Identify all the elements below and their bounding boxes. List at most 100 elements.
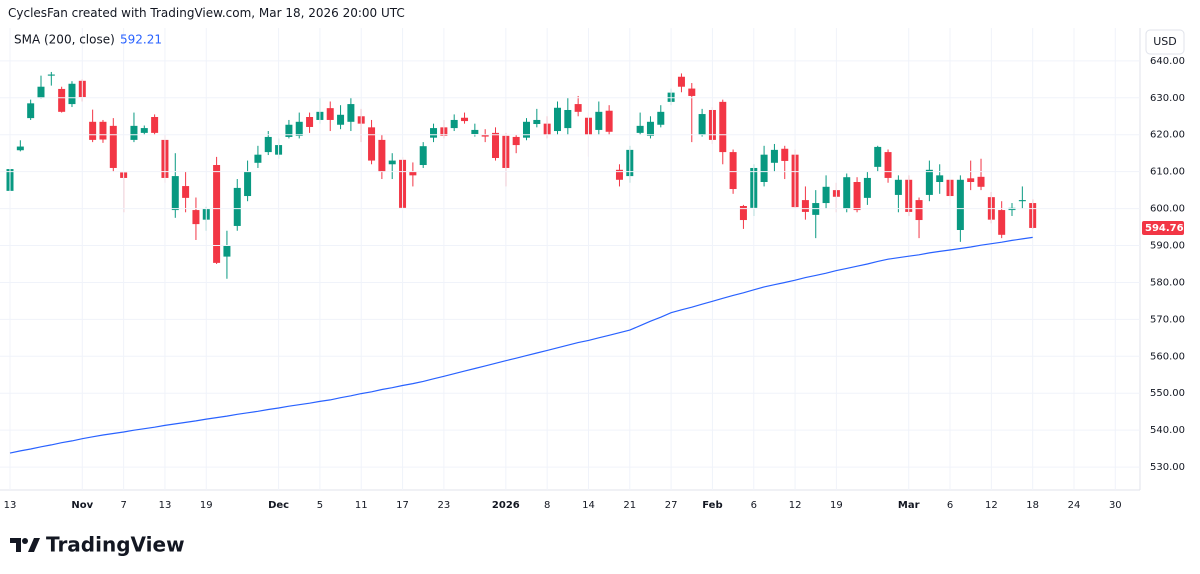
candle-body xyxy=(977,176,985,187)
candle-body xyxy=(502,135,510,168)
y-tick-label: 590.00 xyxy=(1150,241,1185,252)
candle-body xyxy=(326,108,334,120)
candle-body xyxy=(729,152,737,190)
candle-body xyxy=(853,182,861,211)
candle-body xyxy=(905,179,913,212)
candle-body xyxy=(347,104,355,122)
candle-body xyxy=(564,109,572,129)
x-tick-label: Dec xyxy=(268,500,289,511)
candle-body xyxy=(698,114,706,135)
candle-body xyxy=(378,139,386,172)
x-tick-label: 21 xyxy=(623,500,636,511)
x-tick-label: 17 xyxy=(396,500,409,511)
candle-body xyxy=(936,175,944,182)
last-price-box xyxy=(1142,220,1184,235)
x-tick-label: 19 xyxy=(830,500,843,511)
x-tick-label: 13 xyxy=(159,500,172,511)
candle-body xyxy=(801,200,809,212)
candle-body xyxy=(182,186,190,198)
candle-body xyxy=(47,74,55,76)
candle-body xyxy=(6,169,14,191)
candle-body xyxy=(109,125,117,168)
candle-body xyxy=(1008,207,1016,211)
candle-body xyxy=(16,146,24,151)
y-tick-label: 630.00 xyxy=(1150,93,1185,104)
y-tick-label: 550.00 xyxy=(1150,388,1185,399)
x-tick-label: 23 xyxy=(437,500,450,511)
candle-body xyxy=(667,92,675,102)
x-tick-label: 19 xyxy=(200,500,213,511)
candle-body xyxy=(254,154,262,163)
legend-value: 592.21 xyxy=(120,33,162,47)
candle-body xyxy=(202,208,210,220)
logo-text: TradingView xyxy=(46,533,185,557)
candle-body xyxy=(884,152,892,178)
candle-body xyxy=(58,88,66,112)
candle-body xyxy=(863,177,871,198)
candle-body xyxy=(915,200,923,221)
candle-body xyxy=(450,119,458,129)
x-tick-label: 2026 xyxy=(492,500,520,511)
y-tick-label: 570.00 xyxy=(1150,314,1185,325)
currency: USD xyxy=(1153,35,1177,48)
x-tick-label: 27 xyxy=(665,500,678,511)
x-tick-label: Nov xyxy=(71,500,93,511)
logo-icon xyxy=(10,538,40,552)
candle-body xyxy=(543,123,551,135)
currency-box[interactable] xyxy=(1145,29,1185,55)
candle-body xyxy=(615,169,623,180)
candle-body xyxy=(822,186,830,204)
y-tick-label: 620.00 xyxy=(1150,130,1185,141)
candle-body xyxy=(677,76,685,87)
candle-body xyxy=(894,179,902,195)
candle-body xyxy=(244,171,252,197)
candle-body xyxy=(781,148,789,161)
x-tick-label: 11 xyxy=(355,500,368,511)
candle-body xyxy=(430,128,438,138)
candle-body xyxy=(553,107,561,132)
candle-body xyxy=(130,125,138,140)
candle-body xyxy=(533,119,541,125)
candle-body xyxy=(440,127,448,136)
candle-body xyxy=(337,114,345,125)
candle-body xyxy=(120,172,128,178)
candle-body xyxy=(388,160,396,165)
x-tick-label: 30 xyxy=(1109,500,1122,511)
candle-body xyxy=(285,124,293,137)
y-tick-label: 640.00 xyxy=(1150,56,1185,67)
candle-body xyxy=(688,88,696,96)
candle-body xyxy=(171,176,179,211)
candle-body xyxy=(233,187,241,226)
candle-body xyxy=(512,136,520,146)
candle-body xyxy=(357,116,365,124)
candle-body xyxy=(750,167,758,208)
candle-body xyxy=(419,146,427,166)
candle-body xyxy=(151,117,159,133)
candle-body xyxy=(574,104,582,112)
candle-body xyxy=(595,111,603,130)
x-tick-label: 12 xyxy=(789,500,802,511)
candle-body xyxy=(99,121,107,140)
candle-body xyxy=(295,121,303,136)
legend-name: SMA (200, close) xyxy=(14,33,115,47)
candle-body xyxy=(843,177,851,209)
candle-body xyxy=(739,206,747,221)
x-tick-label: 14 xyxy=(582,500,595,511)
candle-body xyxy=(306,117,314,127)
y-tick-label: 530.00 xyxy=(1150,462,1185,473)
x-tick-label: 18 xyxy=(1026,500,1039,511)
candle-body xyxy=(523,121,530,138)
y-tick-label: 610.00 xyxy=(1150,167,1185,178)
candle-body xyxy=(657,111,665,125)
candle-body xyxy=(874,146,882,167)
x-tick-label: 7 xyxy=(120,500,126,511)
candle-body xyxy=(27,103,35,119)
candle-body xyxy=(998,210,1006,235)
candle-body xyxy=(275,145,283,155)
candle-body xyxy=(192,210,200,225)
candle-body xyxy=(719,101,727,153)
candle-body xyxy=(584,117,592,135)
candle-body xyxy=(946,179,954,197)
